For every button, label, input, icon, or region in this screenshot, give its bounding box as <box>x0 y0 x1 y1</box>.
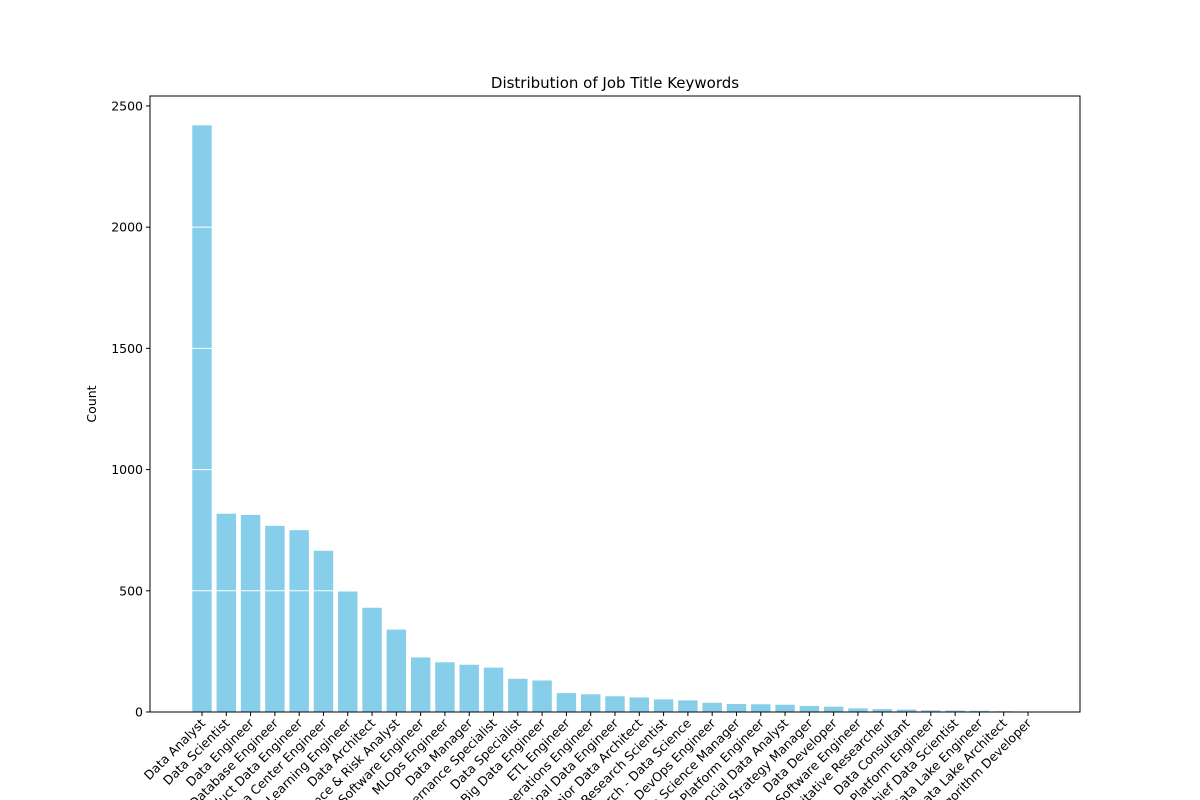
bar <box>653 699 674 712</box>
bar <box>192 125 212 713</box>
bar <box>338 591 358 712</box>
y-tick-label: 500 <box>119 583 143 598</box>
y-tick-label: 1500 <box>111 341 143 356</box>
plot-frame <box>149 95 1081 713</box>
bar <box>751 704 771 712</box>
bar <box>386 629 407 712</box>
bar <box>289 530 309 712</box>
y-tick-label: 0 <box>135 705 143 720</box>
bar <box>265 525 285 712</box>
bar <box>896 709 917 712</box>
bar <box>775 704 795 712</box>
bar <box>848 708 868 712</box>
bar <box>435 662 455 712</box>
bar <box>410 657 431 712</box>
bar <box>362 607 382 712</box>
bar <box>726 704 747 712</box>
y-tick-label: 2000 <box>111 220 143 235</box>
bar <box>969 710 990 712</box>
bar <box>556 693 577 712</box>
bar <box>921 710 941 712</box>
bar <box>823 706 844 712</box>
bar <box>313 550 334 712</box>
bar <box>580 694 601 712</box>
bar <box>240 514 261 712</box>
y-tick-label: 2500 <box>111 98 143 113</box>
bar <box>459 664 479 712</box>
bar <box>945 710 965 712</box>
bar <box>702 702 722 712</box>
bar <box>532 680 552 712</box>
y-tick-label: 1000 <box>111 462 143 477</box>
y-axis-label: Count <box>84 385 99 422</box>
chart-title: Distribution of Job Title Keywords <box>491 74 739 92</box>
bar <box>629 697 650 712</box>
bar <box>872 709 892 712</box>
bar <box>799 705 820 712</box>
bar <box>508 678 528 712</box>
bar <box>483 667 504 712</box>
bar <box>605 696 625 712</box>
bar <box>216 513 237 712</box>
bar <box>678 700 698 712</box>
